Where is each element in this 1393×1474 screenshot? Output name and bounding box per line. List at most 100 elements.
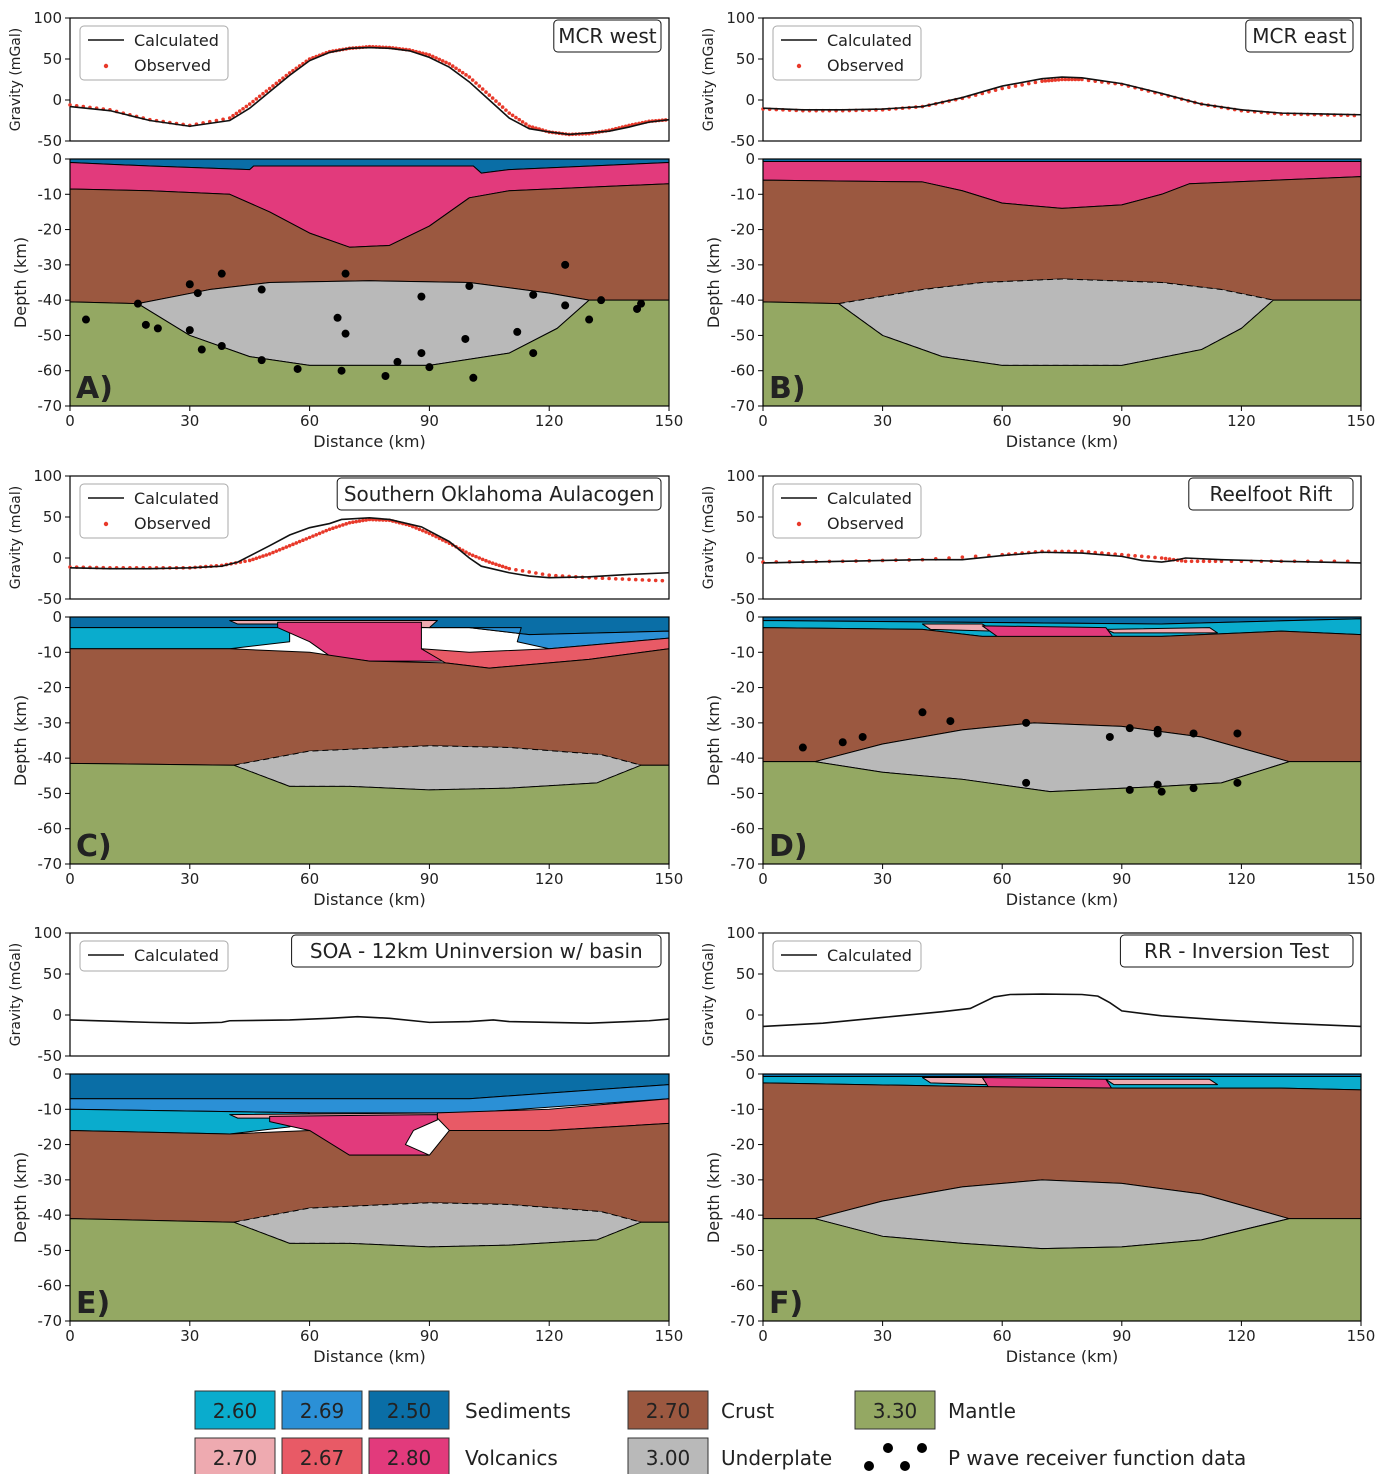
crust-density-value: 2.70 [646,1399,691,1423]
x-tick-label: 60 [300,412,319,430]
panel-title: RR - Inversion Test [1144,939,1329,963]
observed-point [427,53,432,57]
depth-frame [762,616,1362,865]
observed-point [291,542,295,547]
depth-tick-label: -60 [731,820,756,838]
observed-point [660,578,665,583]
volcanic-density-1-swatch [281,1437,363,1474]
observed-point [653,578,658,583]
observed-point [467,552,472,556]
depth-tick-label: -10 [731,185,756,203]
gravity-axis-label: Gravity (mGal) [701,28,717,131]
observed-point [351,520,355,524]
gravity-tick-label: 0 [745,549,755,567]
depth-tick-label: -40 [731,291,756,309]
depth-frame [69,616,670,865]
title-box [1188,477,1354,511]
observed-point [490,96,495,100]
observed-point [534,571,538,575]
gravity-tick-label: 0 [745,91,755,109]
x-tick-label: 0 [758,412,768,430]
receiver-point-25 [513,327,522,336]
crust-density-swatch [627,1390,709,1430]
observed-point [507,111,512,115]
depth-tick-label: -40 [38,749,63,767]
observed-point [257,555,262,559]
depth-tick-label: -40 [38,291,63,309]
observed-point [477,84,482,88]
receiver-key-dot-2 [900,1461,910,1471]
observed-point [334,525,339,529]
observed-point [504,108,508,112]
observed-point [247,558,252,563]
receiver-point-15 [341,269,350,278]
observed-point [311,534,315,538]
observed-point [344,522,349,526]
x-tick-label: 120 [535,1327,564,1345]
receiver-key-dot-0 [864,1461,874,1471]
observed-point [464,550,468,554]
observed-point [1167,557,1172,561]
observed-point [324,528,329,533]
depth-tick-label: -70 [731,1312,756,1330]
observed-point [1163,556,1168,561]
receiver-point-11 [1153,729,1162,738]
volcanic-density-2-value: 2.80 [387,1446,432,1470]
observed-point [1070,77,1074,82]
x-tick-label: 120 [1227,1327,1256,1345]
observed-point [444,60,448,65]
depth-tick-label: -30 [731,714,756,732]
x-axis-label: Distance (km) [313,1347,425,1366]
depth-axis-label: Depth (km) [704,1152,723,1243]
receiver-point-13 [333,313,342,322]
depth-tick-label: -10 [731,1100,756,1118]
title-box [553,19,662,53]
gravity-tick-label: -50 [38,1047,63,1065]
receiver-point-14 [337,366,346,375]
receiver-point-16 [341,329,350,338]
layer-underplate-3 [838,278,1274,366]
depth-tick-label: -70 [38,397,63,415]
receiver-point-17 [1233,778,1242,787]
observed-point [517,117,522,122]
observed-point [500,564,505,569]
depth-tick-label: -30 [38,714,63,732]
layer-volc_280-4 [277,621,450,662]
gravity-tick-label: 50 [43,965,62,983]
depth-tick-label: -30 [38,256,63,274]
depth-axis-label: Depth (km) [11,695,30,786]
observed-point [424,530,428,534]
x-tick-label: 90 [1112,870,1131,888]
x-tick-label: 120 [1227,412,1256,430]
layer-mantle-7 [763,761,1361,864]
legend-calculated-label: Calculated [134,489,219,508]
observed-point [1153,555,1157,560]
mantle-density-swatch [854,1390,936,1430]
receiver-point-9 [217,342,226,351]
observed-point [267,552,272,556]
x-tick-label: 60 [300,870,319,888]
depth-axis-label: Depth (km) [11,237,30,328]
observed-point [281,76,285,80]
legend-box [79,940,229,972]
observed-point [1159,556,1164,560]
gravity-tick-label: -50 [731,1047,756,1065]
observed-point [613,576,618,581]
observed-point [530,125,535,129]
observed-point [341,523,345,527]
observed-point [504,565,508,570]
observed-point [301,538,305,543]
layer-mantle-7 [763,1218,1361,1321]
observed-point [440,59,445,63]
receiver-point-17 [381,372,390,381]
observed-point [307,535,312,540]
panel-label: D) [769,829,808,864]
legend-calculated-label: Calculated [827,946,912,965]
depth-tick-label: -50 [731,326,756,344]
depth-tick-label: -20 [38,221,63,239]
observed-point [68,103,72,107]
observed-point [414,526,418,530]
gravity-tick-label: 100 [33,9,62,27]
observed-point [554,573,558,578]
x-tick-label: 90 [420,870,439,888]
